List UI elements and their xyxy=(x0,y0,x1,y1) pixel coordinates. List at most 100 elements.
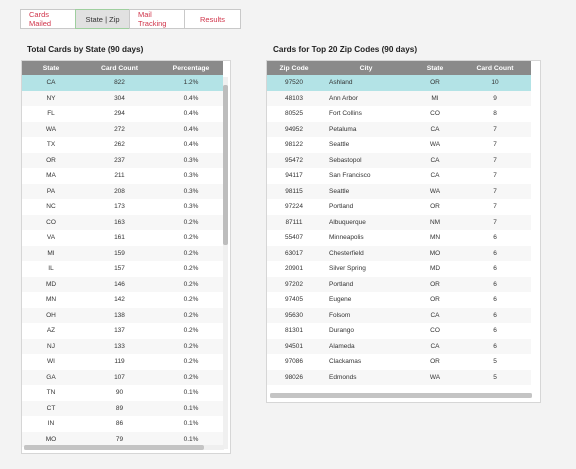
header-state[interactable]: State xyxy=(42,64,60,72)
table-cell: 6 xyxy=(493,280,497,288)
header-zip-code[interactable]: Zip Code xyxy=(279,64,309,72)
tab-state-zip[interactable]: State | Zip xyxy=(75,9,130,29)
table-cell: 0.3% xyxy=(183,187,199,195)
table-row[interactable]: 95472 Sebastopol CA 7 xyxy=(267,152,531,168)
table-row[interactable]: 63017 Chesterfield MO 6 xyxy=(267,245,531,261)
table-row[interactable]: OR 237 0.3% xyxy=(22,152,223,168)
table-cell: 10 xyxy=(491,79,499,87)
table-cell: CO xyxy=(430,110,440,118)
table-row[interactable]: 81301 Durango CO 6 xyxy=(267,323,531,339)
table-row[interactable]: 98115 Seattle WA 7 xyxy=(267,183,531,199)
table-row[interactable]: IL 157 0.2% xyxy=(22,261,223,277)
table-row[interactable]: MO 79 0.1% xyxy=(22,431,223,447)
table-cell: GA xyxy=(46,373,56,381)
table-row[interactable]: PA 208 0.3% xyxy=(22,183,223,199)
table-cell: 97086 xyxy=(284,358,304,366)
table-cell: MA xyxy=(46,172,56,180)
header-city[interactable]: City xyxy=(359,64,373,72)
table-cell: 98122 xyxy=(284,141,304,149)
tab-results[interactable]: Results xyxy=(184,9,241,29)
table-cell: 0.2% xyxy=(183,342,199,350)
table-row[interactable]: MN 142 0.2% xyxy=(22,292,223,308)
scrollbar-thumb[interactable] xyxy=(24,445,204,450)
table-cell: Seattle xyxy=(329,141,350,149)
table-cell: 208 xyxy=(114,187,125,195)
table-cell: WA xyxy=(45,125,57,133)
table-row[interactable]: NY 304 0.4% xyxy=(22,90,223,106)
table-cell: MO xyxy=(429,249,441,257)
table-cell: 0.2% xyxy=(183,265,199,273)
table-row[interactable]: IN 86 0.1% xyxy=(22,416,223,432)
scrollbar-thumb[interactable] xyxy=(223,85,228,245)
table-row[interactable]: 20901 Silver Spring MD 6 xyxy=(267,261,531,277)
table-row[interactable]: WI 119 0.2% xyxy=(22,354,223,370)
table-cell: WA xyxy=(429,141,441,149)
table-row[interactable]: 95630 Folsom CA 6 xyxy=(267,307,531,323)
table-cell: CA xyxy=(430,156,440,164)
table-row[interactable]: 80525 Fort Collins CO 8 xyxy=(267,106,531,122)
zip-table-horizontal-scrollbar[interactable] xyxy=(270,393,532,398)
table-row[interactable]: 94952 Petaluma CA 7 xyxy=(267,121,531,137)
table-row[interactable]: 55407 Minneapolis MN 6 xyxy=(267,230,531,246)
table-row[interactable]: 94501 Alameda CA 6 xyxy=(267,338,531,354)
state-table-horizontal-scrollbar[interactable] xyxy=(24,445,224,450)
table-row[interactable]: 98122 Seattle WA 7 xyxy=(267,137,531,153)
table-row[interactable]: 97405 Eugene OR 6 xyxy=(267,292,531,308)
table-cell: 9 xyxy=(493,94,497,102)
table-cell: 0.2% xyxy=(183,280,199,288)
tab-cards-mailed[interactable]: Cards Mailed xyxy=(20,9,76,29)
table-row[interactable]: 97224 Portland OR 7 xyxy=(267,199,531,215)
table-cell: PA xyxy=(46,187,56,195)
tab-mail-tracking[interactable]: Mail Tracking xyxy=(129,9,185,29)
table-cell: 6 xyxy=(493,327,497,335)
table-row[interactable]: CO 163 0.2% xyxy=(22,214,223,230)
table-cell: Portland xyxy=(329,280,354,288)
table-cell: WI xyxy=(47,358,55,366)
table-row[interactable]: 94117 San Francisco CA 7 xyxy=(267,168,531,184)
table-cell: 6 xyxy=(493,265,497,273)
table-row[interactable]: FL 294 0.4% xyxy=(22,106,223,122)
table-row[interactable]: MI 159 0.2% xyxy=(22,245,223,261)
table-row[interactable]: 97086 Clackamas OR 5 xyxy=(267,354,531,370)
table-row[interactable]: VA 161 0.2% xyxy=(22,230,223,246)
table-row[interactable]: TN 90 0.1% xyxy=(22,385,223,401)
table-row[interactable]: OH 138 0.2% xyxy=(22,307,223,323)
table-cell: 97202 xyxy=(284,280,304,288)
table-cell: 0.2% xyxy=(183,249,199,257)
table-cell: 0.2% xyxy=(183,311,199,319)
scrollbar-thumb[interactable] xyxy=(270,393,532,398)
table-row[interactable]: TX 262 0.4% xyxy=(22,137,223,153)
table-row[interactable]: 87111 Albuquerque NM 7 xyxy=(267,214,531,230)
table-cell: 6 xyxy=(493,342,497,350)
table-row[interactable]: 48103 Ann Arbor MI 9 xyxy=(267,90,531,106)
table-row[interactable]: MD 146 0.2% xyxy=(22,276,223,292)
table-cell: CA xyxy=(430,125,440,133)
header-card-count[interactable]: Card Count xyxy=(100,64,138,72)
table-cell: Chesterfield xyxy=(329,249,364,257)
table-row[interactable]: CA 822 1.2% xyxy=(22,75,223,91)
header-percentage[interactable]: Percentage xyxy=(172,64,210,72)
table-row[interactable]: MA 211 0.3% xyxy=(22,168,223,184)
table-row[interactable]: NJ 133 0.2% xyxy=(22,338,223,354)
table-cell: 89 xyxy=(115,404,124,412)
header-card-count[interactable]: Card Count xyxy=(476,64,514,72)
table-row[interactable]: 97202 Portland OR 6 xyxy=(267,276,531,292)
table-cell: 1.2% xyxy=(183,79,199,87)
table-cell: Albuquerque xyxy=(329,218,366,226)
table-row[interactable]: 98026 Edmonds WA 5 xyxy=(267,369,531,385)
state-table-vertical-scrollbar[interactable] xyxy=(223,77,228,449)
table-row[interactable]: GA 107 0.2% xyxy=(22,369,223,385)
table-row[interactable]: 97520 Ashland OR 10 xyxy=(267,75,531,91)
table-row[interactable]: WA 272 0.4% xyxy=(22,121,223,137)
table-cell: 137 xyxy=(114,327,125,335)
table-cell: 97405 xyxy=(284,296,304,304)
table-cell: 0.1% xyxy=(183,435,199,443)
table-cell: MD xyxy=(429,265,441,273)
table-cell: NM xyxy=(429,218,441,226)
table-row[interactable]: AZ 137 0.2% xyxy=(22,323,223,339)
table-cell: 161 xyxy=(114,234,125,242)
table-row[interactable]: CT 89 0.1% xyxy=(22,400,223,416)
table-cell: TN xyxy=(46,389,56,397)
header-state[interactable]: State xyxy=(426,64,444,72)
table-row[interactable]: NC 173 0.3% xyxy=(22,199,223,215)
